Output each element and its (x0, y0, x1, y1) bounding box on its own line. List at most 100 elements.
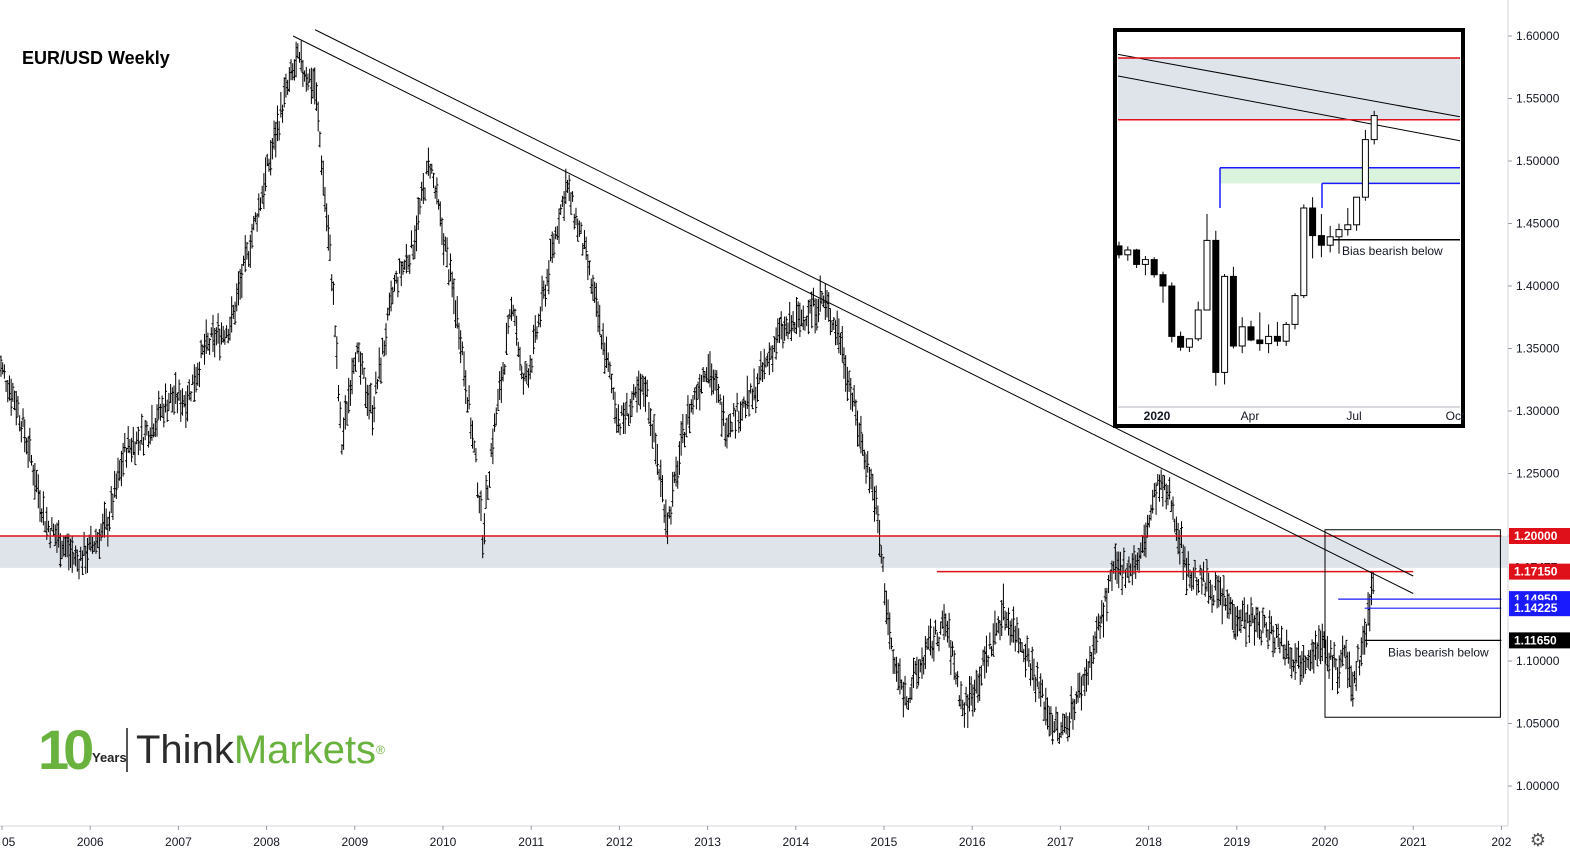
ohlc-bar (189, 390, 193, 402)
ohlc-bar (932, 626, 936, 662)
ohlc-bar (369, 382, 373, 414)
ohlc-bar (392, 274, 396, 292)
gear-icon[interactable]: ⚙ (1529, 830, 1547, 850)
ohlc-bar (774, 327, 778, 360)
ohlc-bar (542, 280, 546, 299)
ohlc-bar (991, 623, 995, 657)
ohlc-bar (1330, 655, 1334, 691)
ohlc-bar (1212, 594, 1216, 606)
ohlc-bar (493, 413, 497, 432)
ohlc-bar (160, 395, 164, 418)
ohlc-bar (1300, 651, 1304, 682)
ohlc-bar (1107, 574, 1111, 594)
ohlc-bar (1288, 647, 1292, 669)
ohlc-bar (1302, 645, 1306, 679)
ohlc-bar (1054, 706, 1058, 731)
ohlc-bar (219, 322, 223, 345)
ohlc-bar (1268, 610, 1272, 641)
ohlc-bar (355, 342, 359, 354)
ohlc-bar (727, 414, 731, 438)
ohlc-bar (1230, 599, 1234, 630)
ohlc-bar (789, 315, 793, 342)
ohlc-bar (233, 301, 237, 325)
ohlc-bar (203, 333, 207, 365)
ohlc-bar (1193, 559, 1197, 579)
ohlc-bar (425, 160, 429, 175)
time-tick-label: 2011 (518, 835, 544, 849)
ohlc-bar (75, 549, 79, 572)
inset-candle (1317, 214, 1325, 258)
ohlc-bar (1312, 641, 1316, 674)
ohlc-bar (1210, 584, 1214, 613)
inset-candle (1168, 282, 1176, 343)
ohlc-bar (533, 315, 537, 343)
ohlc-bar (257, 193, 261, 218)
ohlc-bar (888, 612, 892, 650)
ohlc-bar (359, 351, 363, 385)
ohlc-bar (442, 233, 446, 266)
ohlc-bar (1027, 648, 1031, 668)
ohlc-bar (275, 105, 279, 142)
ohlc-bar (1195, 577, 1199, 596)
price-tick-label: 1.40000 (1516, 279, 1560, 293)
ohlc-bar (1285, 629, 1289, 659)
ohlc-bar (693, 387, 697, 400)
ohlc-bar (688, 403, 692, 434)
ohlc-bar (372, 396, 376, 423)
inset-candle (1291, 293, 1299, 330)
ohlc-bar (956, 671, 960, 688)
inset-support-zone (1220, 167, 1460, 184)
ohlc-bar (325, 203, 329, 232)
ohlc-bar (732, 403, 736, 417)
ohlc-bar (1039, 673, 1043, 707)
ohlc-bar (323, 186, 327, 212)
ohlc-bar (581, 242, 585, 256)
inset-candle (1141, 256, 1149, 276)
ohlc-bar (187, 379, 191, 401)
ohlc-bar (793, 322, 797, 333)
ohlc-bar (608, 361, 612, 379)
ohlc-bar (511, 304, 515, 317)
ohlc-bar (521, 373, 525, 395)
inset-trendline (1117, 75, 1461, 142)
ohlc-bar (1003, 610, 1007, 631)
logo-wordmark: ThinkMarkets® (136, 728, 385, 772)
ohlc-bar (18, 415, 22, 432)
ohlc-bar (1071, 698, 1075, 730)
ohlc-bar (1220, 588, 1224, 625)
ohlc-bar (725, 417, 729, 449)
ohlc-bar (810, 291, 814, 329)
ohlc-bar (1120, 564, 1124, 595)
ohlc-bar (269, 140, 273, 176)
ohlc-bar (722, 395, 726, 426)
ohlc-bar (474, 448, 478, 463)
ohlc-bar (164, 383, 168, 413)
ohlc-bar (398, 258, 402, 274)
ohlc-bar (940, 610, 944, 629)
time-tick-label: 2009 (341, 835, 368, 849)
ohlc-bar (1049, 706, 1053, 735)
ohlc-bar (455, 296, 459, 329)
ohlc-bar (1241, 600, 1245, 622)
ohlc-bar (740, 400, 744, 421)
ohlc-bar (165, 399, 169, 423)
ohlc-bar (1264, 622, 1268, 638)
ohlc-bar (801, 305, 805, 331)
ohlc-bar (645, 379, 649, 398)
ohlc-bar (248, 234, 252, 268)
ohlc-bar (7, 375, 11, 401)
ohlc-bar (861, 433, 865, 456)
ohlc-bar (1074, 691, 1078, 704)
ohlc-bar (428, 163, 432, 179)
ohlc-bar (1259, 630, 1263, 646)
ohlc-bar (184, 391, 188, 429)
ohlc-bar (1280, 625, 1284, 647)
ohlc-bar (520, 365, 524, 380)
ohlc-bar (1251, 607, 1255, 624)
ohlc-bar (501, 361, 505, 382)
ohlc-bar (898, 658, 902, 695)
ohlc-bar (352, 357, 356, 374)
ohlc-bar (498, 371, 502, 401)
ohlc-bar (469, 417, 473, 440)
